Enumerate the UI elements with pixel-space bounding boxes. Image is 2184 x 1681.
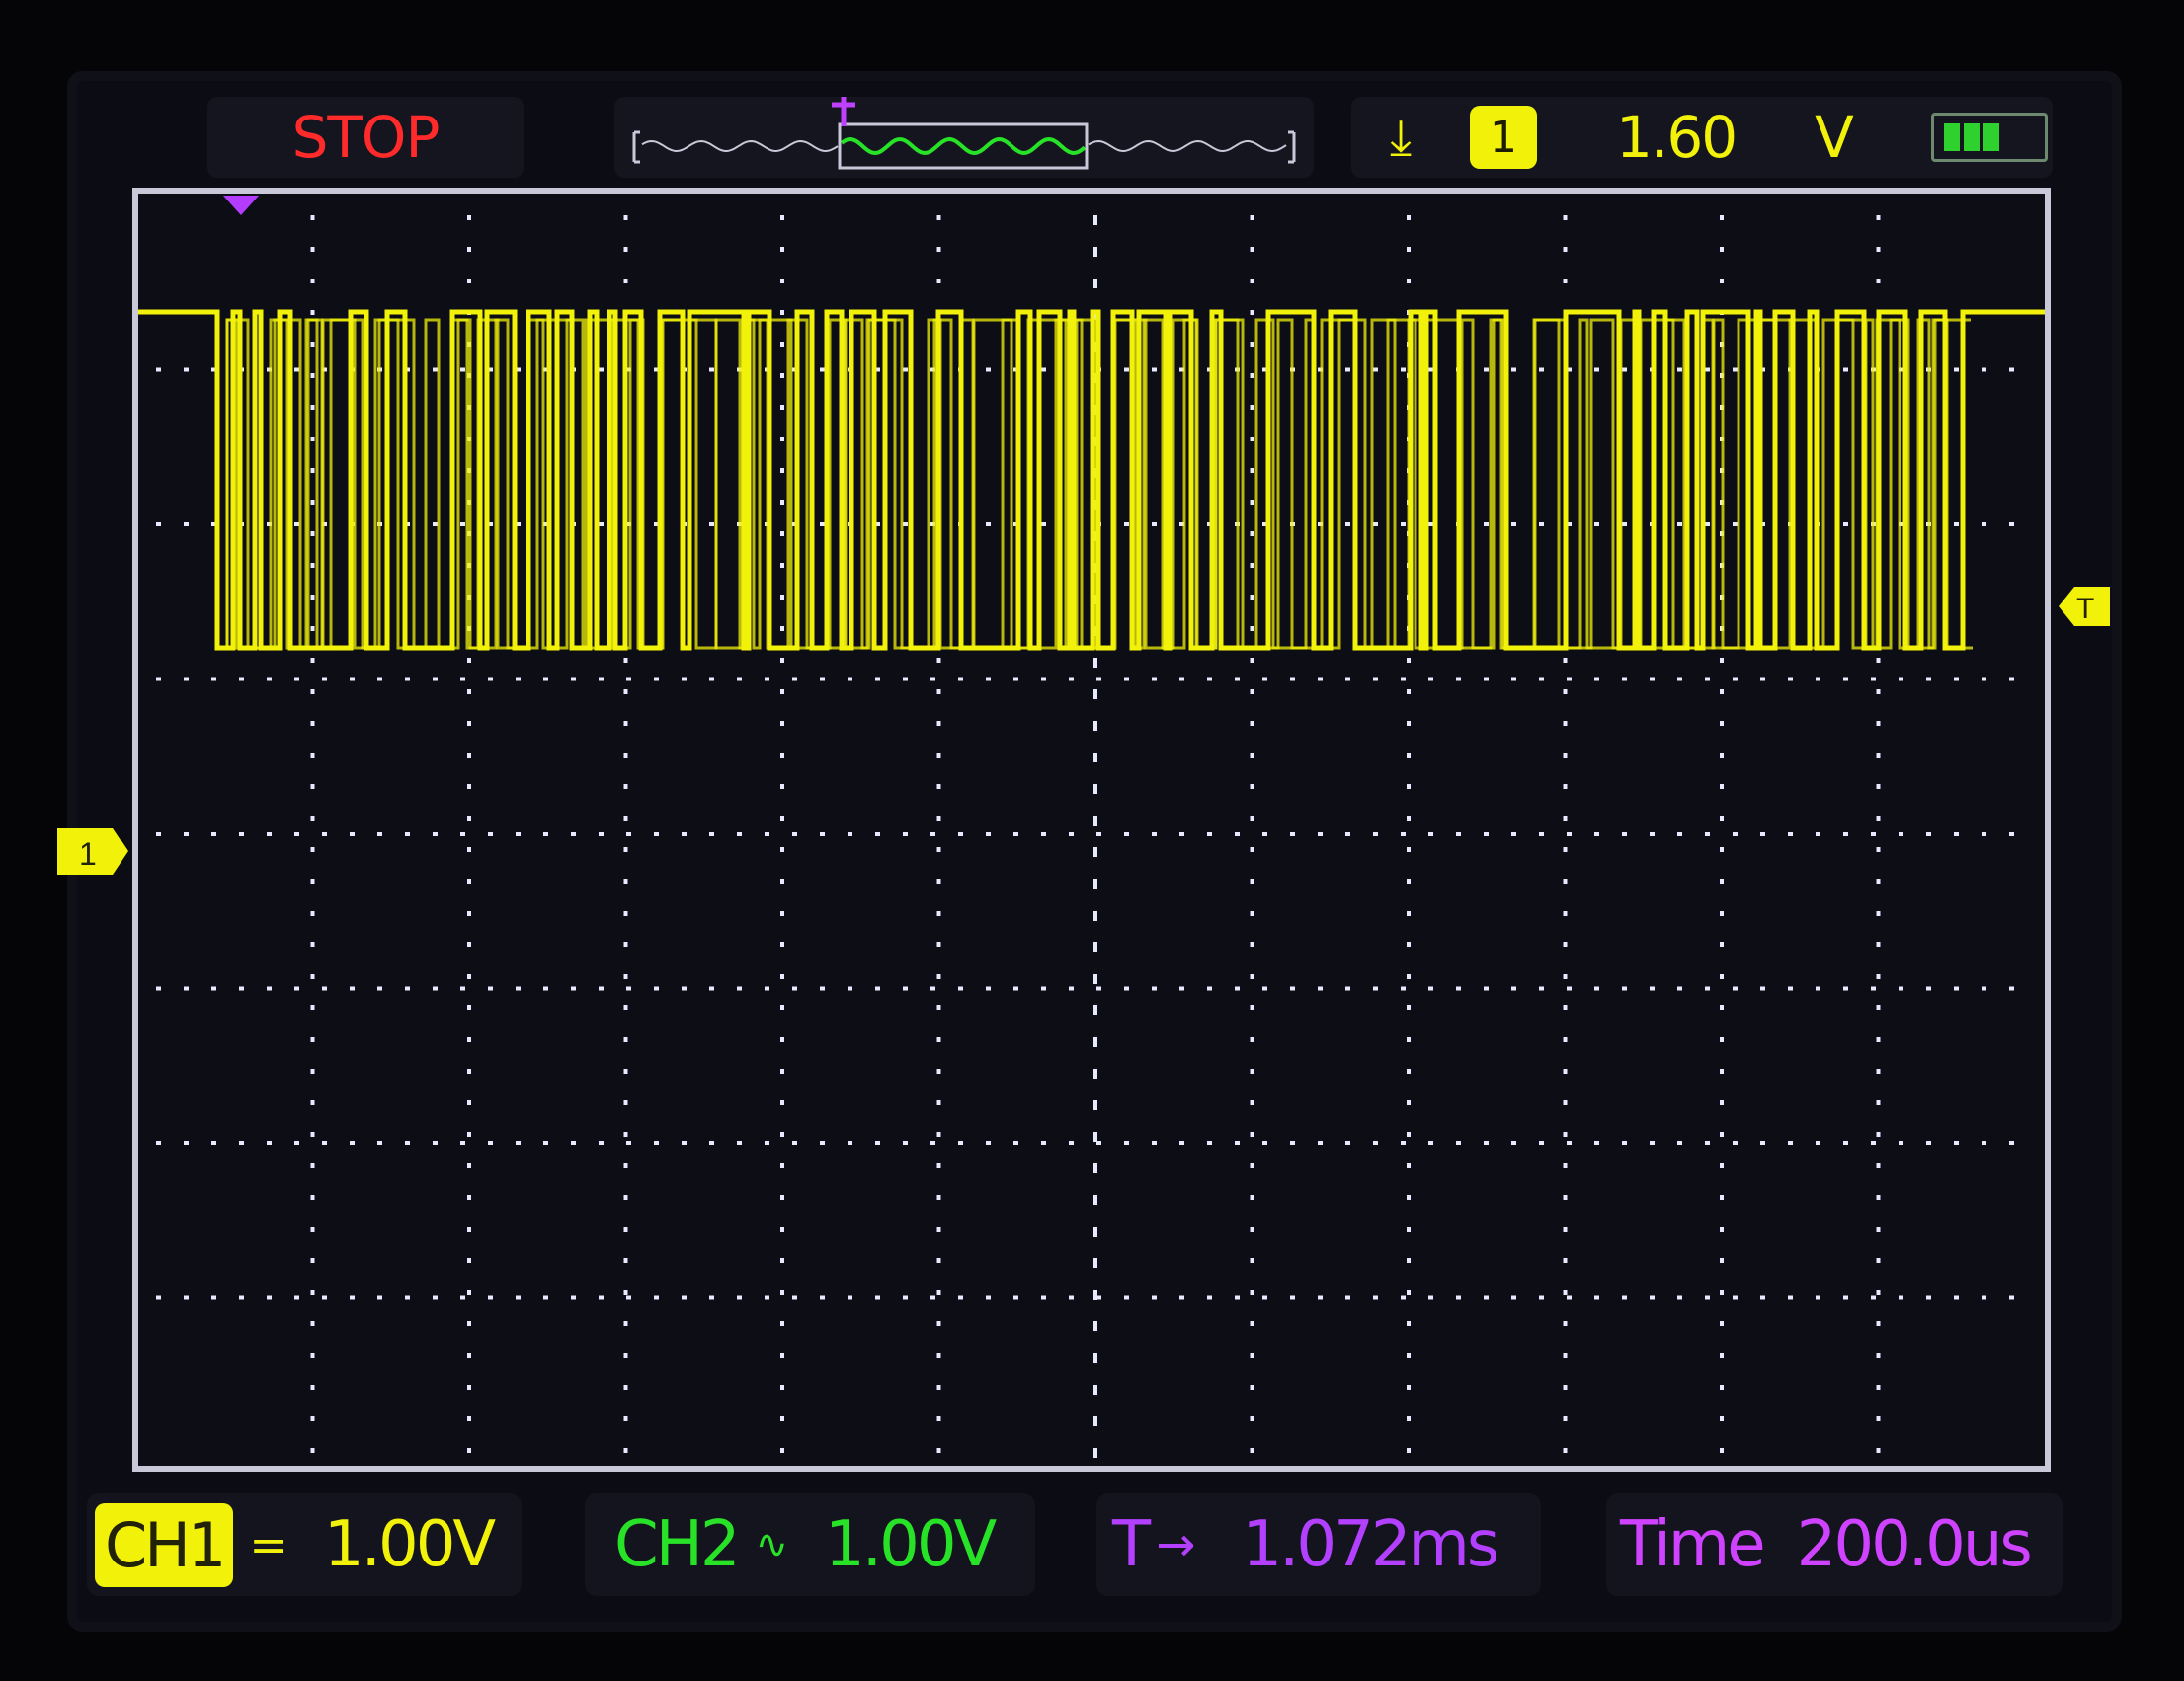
battery-icon (1931, 113, 2048, 162)
timebase-status[interactable]: Time 200.0us (1606, 1493, 2063, 1596)
trigger-source-badge: 1 (1470, 106, 1537, 169)
ac-coupling-icon: ∿ (755, 1522, 788, 1567)
timebase-value: 200.0us (1796, 1508, 2033, 1581)
ch2-volts-div: 1.00V (825, 1508, 997, 1581)
graticule (156, 215, 2014, 1458)
timebase-label: Time (1620, 1508, 1766, 1581)
top-status-bar: STOP ⤓ 1 1.60 V (0, 0, 2184, 188)
waveform-plot (138, 215, 2045, 1458)
ch1-trace (138, 309, 2045, 651)
memory-overview[interactable] (614, 97, 1314, 178)
dc-coupling-icon: = (249, 1518, 287, 1571)
trigger-level-unit: V (1815, 104, 1854, 171)
waveform-display[interactable] (132, 188, 2051, 1472)
trigger-level-value: 1.60 (1616, 104, 1738, 171)
bottom-status-bar: CH1 = 1.00V CH2 ∿ 1.00V T → 1.072ms Time… (0, 1481, 2184, 1620)
run-stop-indicator[interactable]: STOP (207, 97, 524, 178)
trigger-position-icon (832, 97, 855, 126)
trigger-delay-label: T (1112, 1508, 1151, 1581)
ch2-label: CH2 (614, 1508, 741, 1581)
ch1-status[interactable]: CH1 = 1.00V (87, 1493, 522, 1596)
ch1-label: CH1 (95, 1502, 234, 1587)
falling-edge-icon: ⤓ (1389, 108, 1413, 166)
arrow-right-icon: → (1156, 1517, 1195, 1572)
memory-window-icon (632, 97, 1296, 170)
trigger-delay-status[interactable]: T → 1.072ms (1096, 1493, 1541, 1596)
ch1-volts-div: 1.00V (323, 1508, 496, 1581)
ch2-status[interactable]: CH2 ∿ 1.00V (585, 1493, 1035, 1596)
run-state-label: STOP (291, 104, 441, 171)
trigger-settings[interactable]: ⤓ 1 1.60 V (1351, 97, 2053, 178)
trigger-delay-value: 1.072ms (1242, 1508, 1499, 1581)
